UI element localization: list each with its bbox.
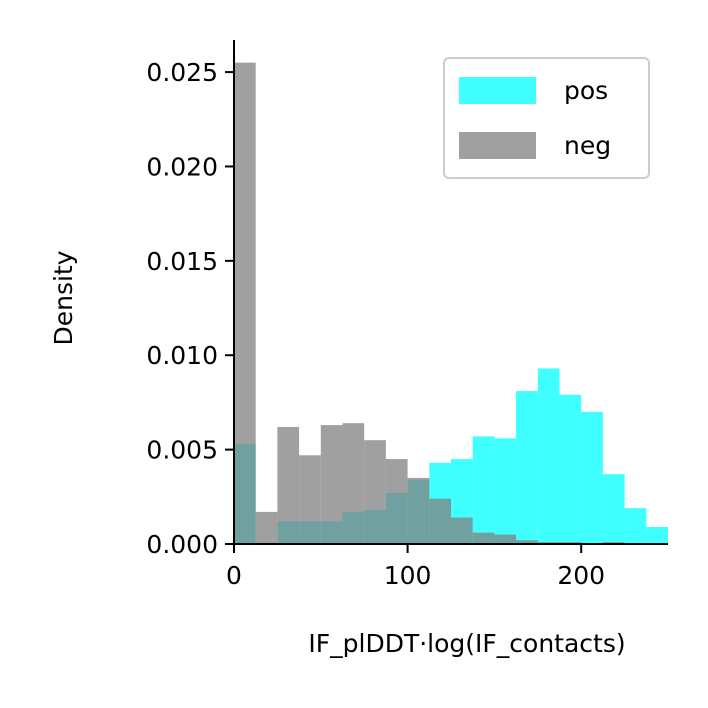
bar-pos-19 [646,527,668,544]
bar-neg-3 [299,455,321,544]
bar-neg-5 [342,423,365,544]
bar-neg-0 [234,62,256,545]
bar-neg-4 [320,425,343,544]
axes-layer [233,40,668,545]
legend-swatch-neg [459,132,536,159]
y-tick-label: 0.005 [146,436,218,465]
y-tick-label: 0.010 [146,341,218,370]
bar-neg-2 [277,426,300,544]
bar-neg-10 [451,517,473,544]
bar-pos-11 [472,436,495,544]
bars-layer [234,62,668,545]
x-axis-label: IF_plDDT·log(IF_contacts) [308,629,625,658]
ticks-layer: 0 100 200 0.000 0.005 0.010 0.015 0.020 0.025 [146,58,605,590]
y-tick-label: 0.025 [146,58,218,87]
bar-neg-12 [494,534,517,544]
bar-neg-11 [472,532,495,544]
y-axis-label: Density [49,250,78,345]
bar-pos-12 [494,438,517,544]
y-tick-label: 0.015 [146,247,218,276]
bar-neg-6 [364,440,386,544]
bar-pos-15 [559,394,582,544]
bar-pos-17 [602,474,625,544]
bar-neg-13 [516,540,538,544]
bar-neg-1 [255,511,278,544]
legend-label-neg: neg [564,131,611,160]
y-tick-label: 0.000 [146,530,218,559]
legend-label-pos: pos [564,76,608,105]
bar-pos-16 [581,411,603,544]
bar-pos-13 [516,391,538,544]
bar-neg-7 [385,459,408,544]
x-tick-label: 200 [557,561,605,590]
bar-neg-8 [407,477,430,544]
x-tick-label: 100 [384,561,432,590]
series-neg [234,62,625,545]
bar-pos-18 [624,508,647,544]
bar-pos-14 [537,368,560,544]
legend: pos neg [443,57,650,179]
legend-swatch-pos [459,77,536,104]
bar-neg-9 [429,498,451,544]
y-tick-label: 0.020 [146,152,218,181]
x-tick-label: 0 [226,561,242,590]
legend-frame [443,57,650,179]
